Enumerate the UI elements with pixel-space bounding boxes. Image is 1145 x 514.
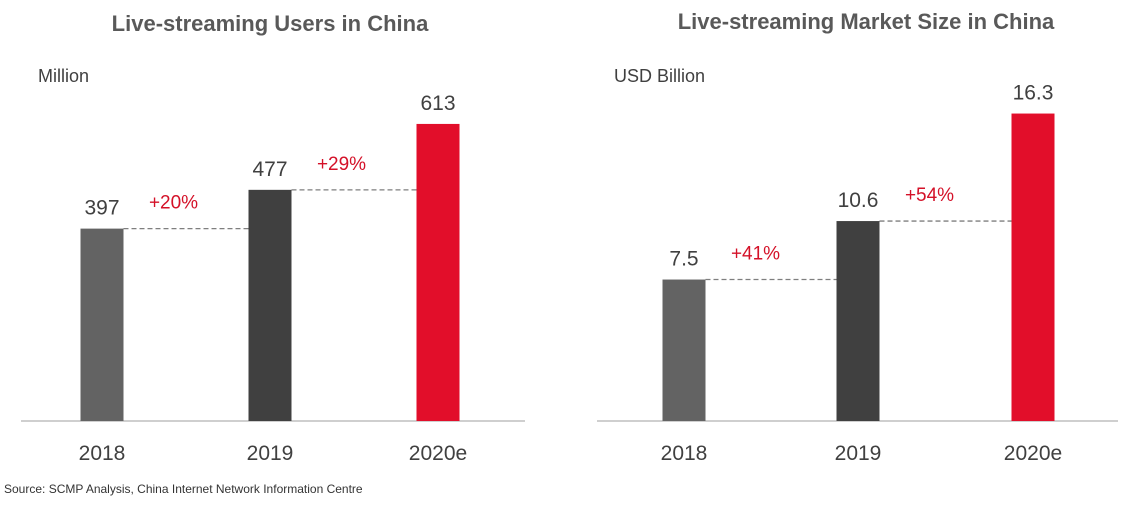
- bar-2020e: [416, 123, 460, 421]
- category-label: 2020e: [409, 442, 467, 465]
- category-label: 2019: [835, 442, 882, 465]
- category-label: 2018: [79, 442, 126, 465]
- value-label: 7.5: [669, 248, 698, 271]
- market-size-chart: Live-streaming Market Size in China USD B…: [597, 9, 1118, 465]
- value-label: 477: [252, 158, 287, 181]
- growth-label: +41%: [731, 244, 780, 265]
- category-label: 2018: [661, 442, 708, 465]
- category-label: 2019: [247, 442, 294, 465]
- bar-2018: [80, 228, 124, 421]
- chart-title: Live-streaming Market Size in China: [678, 9, 1055, 34]
- bar-2019: [836, 221, 880, 421]
- unit-label: USD Billion: [614, 66, 705, 86]
- source-note: Source: SCMP Analysis, China Internet Ne…: [4, 482, 363, 496]
- growth-label: +54%: [905, 185, 954, 206]
- category-label: 2020e: [1004, 442, 1062, 465]
- chart-title: Live-streaming Users in China: [112, 11, 429, 36]
- value-label: 397: [84, 197, 119, 220]
- growth-label: +29%: [317, 154, 366, 175]
- value-label: 16.3: [1013, 82, 1054, 105]
- value-label: 613: [420, 92, 455, 115]
- users-chart: Live-streaming Users in China Million 397 2…: [21, 11, 525, 465]
- bar-2019: [248, 189, 292, 421]
- value-label: 10.6: [838, 189, 879, 212]
- growth-label: +20%: [149, 193, 198, 214]
- bar-2020e: [1011, 113, 1055, 421]
- bar-2018: [662, 279, 706, 421]
- unit-label: Million: [38, 66, 89, 86]
